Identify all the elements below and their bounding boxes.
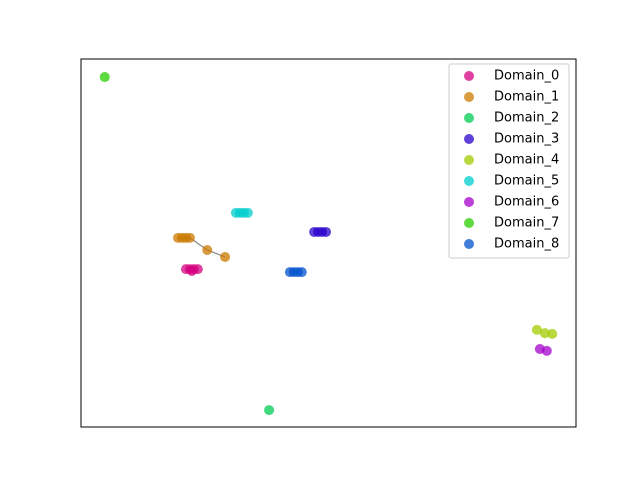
legend-marker [464,218,474,228]
legend-marker [464,134,474,144]
scatter-point [541,345,552,356]
scatter-point [539,328,550,339]
legend-marker [464,239,474,249]
legend-label: Domain_6 [494,195,559,210]
scatter-point [321,226,332,237]
legend-marker [464,92,474,102]
scatter-point [547,328,558,339]
scatter-point [202,244,213,255]
scatter-point [531,324,542,335]
legend-label: Domain_1 [494,90,559,105]
legend-label: Domain_7 [494,216,559,231]
legend-marker [464,155,474,165]
scatter-point [296,267,307,278]
legend-label: Domain_0 [494,69,559,84]
legend-marker [464,71,474,81]
legend-label: Domain_4 [494,153,559,168]
legend-label: Domain_8 [494,237,559,252]
scatter-point [184,232,195,243]
scatter-point [220,251,231,262]
legend-label: Domain_3 [494,132,559,147]
legend-marker [464,176,474,186]
legend-box [448,63,570,259]
plot-frame [80,58,577,428]
scatter-point [242,207,253,218]
scatter-point [99,72,110,83]
legend-marker [464,113,474,123]
legend-marker [464,197,474,207]
legend-label: Domain_2 [494,111,559,126]
scatter-point [264,405,275,416]
legend-label: Domain_5 [494,174,559,189]
scatter-point [186,265,197,276]
